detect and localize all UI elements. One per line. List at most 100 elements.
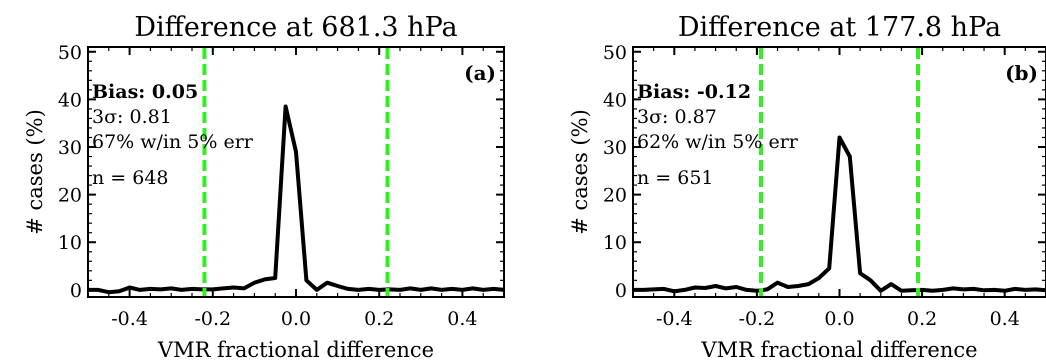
x-tick-label: 0.0 (824, 308, 854, 330)
x-tick-label: -0.4 (111, 308, 148, 330)
data-point (735, 286, 738, 288)
data-point (652, 288, 655, 291)
data-point (160, 288, 162, 291)
x-tick-label: -0.2 (739, 308, 776, 330)
data-point (725, 287, 727, 290)
data-point (399, 289, 401, 291)
panel-label: (a) (464, 61, 496, 85)
y-tick-label: 40 (58, 89, 82, 111)
data-point (818, 277, 820, 279)
stat-annotation: Bias: 0.05 (92, 81, 198, 103)
data-point (295, 150, 297, 153)
y-tick-label: 50 (603, 42, 627, 64)
y-tick-label: 30 (603, 137, 627, 159)
data-point (232, 286, 235, 289)
x-tick-label: -0.4 (656, 308, 693, 330)
x-axis-label: VMR fractional difference (700, 338, 977, 362)
data-point (828, 267, 830, 270)
data-point (180, 289, 183, 291)
data-point (1003, 290, 1006, 292)
data-point (807, 283, 810, 285)
x-tick-label: 0.4 (990, 308, 1020, 330)
stat-annotation: 3σ: 0.81 (92, 106, 172, 128)
data-point (326, 281, 329, 284)
data-point (128, 286, 131, 289)
data-point (993, 289, 996, 291)
y-tick-label: 10 (58, 232, 82, 254)
data-point (274, 277, 277, 279)
data-point (461, 289, 464, 291)
data-point (776, 281, 779, 284)
data-point (503, 289, 505, 291)
data-point (673, 290, 676, 293)
data-point (170, 287, 172, 290)
data-point (910, 289, 913, 292)
data-point (972, 288, 975, 290)
data-point (900, 290, 903, 292)
data-point (472, 287, 474, 290)
data-point (941, 289, 944, 291)
data-point (714, 285, 717, 287)
chart-title: Difference at 681.3 hPa (134, 12, 457, 43)
data-point (931, 290, 934, 292)
y-axis-label: # cases (%) (23, 109, 47, 235)
data-point (745, 289, 748, 291)
data-point (97, 289, 100, 291)
data-point (336, 285, 339, 287)
data-point (87, 289, 89, 291)
data-point (642, 289, 645, 291)
data-point (869, 279, 872, 282)
x-tick-label: 0.0 (281, 308, 311, 330)
data-point (368, 288, 370, 290)
y-axis-label: # cases (%) (568, 109, 592, 235)
stat-annotation: 67% w/in 5% err (92, 131, 254, 153)
data-point (787, 286, 789, 288)
data-point (880, 290, 882, 292)
stat-annotation: n = 648 (92, 167, 169, 189)
y-tick-label: 0 (615, 280, 627, 302)
data-point (962, 288, 965, 291)
data-point (357, 289, 360, 291)
stat-annotation: 3σ: 0.87 (637, 106, 717, 128)
y-tick-label: 20 (58, 185, 82, 207)
data-point (683, 289, 686, 291)
y-tick-label: 10 (603, 232, 627, 254)
data-point (632, 289, 634, 291)
histogram-line (633, 135, 1046, 294)
panel-label: (b) (1005, 61, 1038, 85)
y-tick-label: 30 (58, 137, 82, 159)
data-point (1014, 288, 1016, 290)
stat-annotation: 62% w/in 5% err (637, 131, 799, 153)
chart-panel-a: Difference at 681.3 hPa -0.4 -0.2 0.0 0.2 0.4… (23, 12, 505, 362)
y-tick-label: 0 (70, 280, 82, 302)
x-axis-label: VMR fractional difference (157, 338, 434, 362)
chart-title: Difference at 177.8 hPa (678, 12, 1001, 43)
x-tick-label: 0.2 (364, 308, 394, 330)
data-point (482, 289, 485, 291)
y-tick-label: 40 (603, 89, 627, 111)
data-point (108, 291, 110, 294)
data-point (983, 289, 985, 292)
x-tick-label: -0.2 (194, 308, 231, 330)
stat-annotation: n = 651 (637, 167, 714, 189)
data-point (222, 287, 224, 290)
data-point (420, 289, 422, 291)
data-point (316, 289, 318, 291)
x-tick-label: 0.2 (907, 308, 937, 330)
data-point (492, 288, 495, 290)
data-point (139, 289, 141, 291)
data-point (952, 287, 954, 290)
data-point (704, 287, 707, 289)
data-point (212, 288, 214, 291)
stat-annotation: Bias: -0.12 (637, 81, 751, 103)
data-point (191, 288, 193, 290)
data-point (451, 288, 453, 290)
data-point (149, 288, 152, 290)
data-point (284, 105, 287, 108)
y-tick-label: 50 (58, 42, 82, 64)
data-point (440, 289, 443, 291)
data-point (1034, 288, 1037, 291)
data-point (921, 289, 923, 291)
data-point (663, 288, 665, 290)
